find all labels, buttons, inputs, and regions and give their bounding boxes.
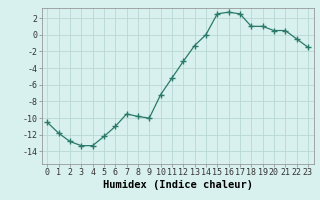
- X-axis label: Humidex (Indice chaleur): Humidex (Indice chaleur): [103, 180, 252, 190]
